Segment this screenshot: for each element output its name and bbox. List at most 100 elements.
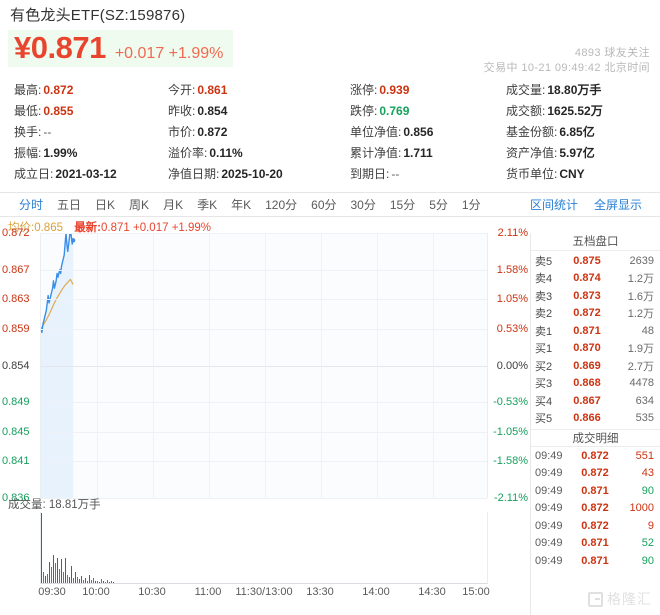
stat-item: 昨收: 0.854 [160, 101, 340, 122]
stat-item: 成立日: 2021-03-12 [0, 164, 160, 185]
deal-time: 09:49 [535, 502, 563, 515]
stat-item: 单位净值: 0.856 [340, 122, 498, 143]
stat-label: 溢价率: [168, 146, 208, 160]
time-tick: 09:30 [38, 586, 66, 598]
percent-tick: -2.11% [493, 492, 528, 504]
order-book-row: 买4 0.867 634 [531, 392, 660, 410]
tab-11[interactable]: 5分 [429, 198, 448, 212]
volume-bar [41, 513, 42, 583]
deal-row: 09:49 0.872 551 [531, 447, 660, 465]
stat-value: 6.85亿 [559, 125, 595, 139]
tab-0[interactable]: 分时 [19, 198, 44, 212]
grid-line-v [321, 233, 322, 498]
stat-item: 累计净值: 1.711 [340, 143, 498, 164]
tab-12[interactable]: 1分 [461, 198, 481, 212]
chart-tool-1[interactable]: 全屏显示 [593, 198, 642, 212]
tab-2[interactable]: 日K [95, 198, 116, 212]
volume-bar [59, 569, 60, 583]
grid-line-h [41, 328, 487, 330]
stat-label: 最低: [14, 104, 42, 118]
tab-1[interactable]: 五日 [57, 198, 82, 212]
percent-tick: -1.05% [493, 425, 528, 438]
order-book-row: 买5 0.866 535 [531, 410, 660, 428]
stat-value: 5.97亿 [559, 146, 595, 160]
tab-7[interactable]: 120分 [265, 198, 298, 212]
stat-item: 换手: -- [0, 122, 160, 143]
stat-value: 0.939 [379, 83, 410, 97]
volume-bar [83, 579, 84, 583]
volume-bar [97, 580, 98, 583]
order-price: 0.871 [573, 324, 601, 337]
volume-bar [75, 571, 76, 583]
last-price: ¥0.871 [14, 30, 106, 65]
volume-bar [93, 577, 94, 583]
deal-price: 0.871 [581, 484, 609, 497]
order-price: 0.874 [573, 272, 601, 285]
volume-bar [111, 581, 112, 583]
deal-price: 0.872 [581, 519, 609, 532]
stat-item: 货币单位: CNY [498, 164, 660, 185]
price-tick: 0.836 [2, 492, 30, 504]
price-tick: 0.872 [2, 227, 30, 239]
tab-8[interactable]: 60分 [311, 198, 337, 212]
order-book-row: 卖3 0.873 1.6万 [531, 287, 660, 305]
deal-price: 0.872 [581, 467, 609, 480]
grid-line-h [41, 299, 487, 301]
deal-row: 09:49 0.871 90 [531, 482, 660, 500]
chart-plot-area[interactable] [40, 233, 488, 499]
order-side: 买4 [535, 395, 553, 408]
order-side: 买2 [535, 360, 553, 373]
stat-value: 0.769 [379, 104, 410, 118]
tab-10[interactable]: 15分 [389, 198, 416, 212]
stat-label: 单位净值: [350, 125, 402, 139]
deal-row: 09:49 0.872 43 [531, 465, 660, 483]
tab-5[interactable]: 季K [197, 198, 218, 212]
volume-bar [53, 555, 54, 583]
volume-bar [91, 580, 92, 583]
tab-4[interactable]: 月K [163, 198, 184, 212]
price-line [41, 233, 73, 332]
volume-chart[interactable] [40, 512, 488, 584]
volume-bar [85, 578, 86, 583]
order-qty: 1.9万 [627, 343, 654, 356]
order-qty: 1.6万 [627, 290, 654, 303]
percent-tick: 2.11% [497, 227, 528, 239]
intraday-chart[interactable]: 0.872 0.867 0.863 0.859 0.854 0.849 0.845 0.841… [0, 227, 529, 504]
grid-line-h [41, 402, 487, 404]
right-sidebar: 五档盘口 卖5 0.875 2639 卖4 0.874 1.2万 卖3 0.873 1.6万 卖2… [530, 233, 660, 615]
price-quote-block: ¥0.871 +0.017 +1.99% [8, 30, 234, 67]
order-qty: 48 [641, 324, 654, 337]
stat-value: CNY [559, 167, 585, 181]
order-book-row: 买2 0.869 2.7万 [531, 357, 660, 375]
stat-label: 涨停: [350, 83, 378, 97]
volume-bar [79, 579, 80, 583]
deal-volume: 1000 [629, 502, 654, 515]
time-tick: 14:30 [418, 586, 446, 598]
volume-bar [105, 581, 106, 583]
stat-value: 0.861 [197, 83, 228, 97]
order-price: 0.869 [573, 359, 601, 372]
chart-tools: 区间统计 全屏显示 [522, 193, 650, 217]
order-qty: 2.7万 [627, 360, 654, 373]
percent-tick: 1.58% [496, 263, 528, 276]
tab-9[interactable]: 30分 [350, 198, 376, 212]
tab-3[interactable]: 周K [129, 198, 150, 212]
chart-tool-0[interactable]: 区间统计 [529, 198, 578, 212]
tab-6[interactable]: 年K [231, 198, 252, 212]
order-side: 买3 [535, 378, 553, 391]
time-axis: 09:30 10:00 10:30 11:00 11:30/13:00 13:30 14:0… [0, 586, 529, 606]
order-qty: 4478 [629, 377, 654, 390]
stat-label: 累计净值: [350, 146, 402, 160]
time-tick: 10:30 [138, 586, 166, 598]
latest-price-value: 0.871 +0.017 +1.99% [101, 222, 212, 234]
deal-volume: 551 [635, 449, 654, 462]
volume-bars [41, 512, 487, 583]
grid-line-v [97, 233, 98, 498]
stat-item: 到期日: -- [340, 164, 498, 185]
deal-volume: 52 [641, 537, 654, 550]
deal-price: 0.872 [581, 502, 609, 515]
stat-label: 货币单位: [506, 167, 558, 181]
deal-row: 09:49 0.871 52 [531, 535, 660, 553]
deal-volume: 9 [647, 519, 654, 532]
price-tick: 0.854 [2, 359, 30, 372]
